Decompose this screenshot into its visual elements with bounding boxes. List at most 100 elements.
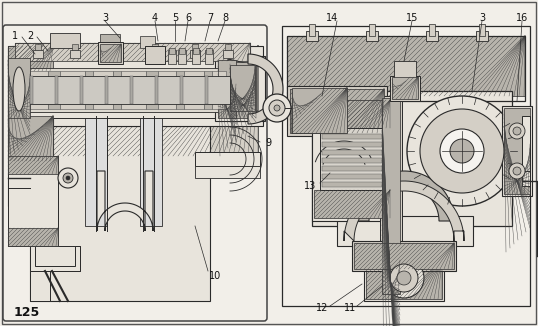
- Ellipse shape: [263, 94, 291, 122]
- Bar: [48, 71, 60, 109]
- Bar: [93, 71, 113, 109]
- Bar: [72, 44, 78, 50]
- Bar: [178, 50, 186, 64]
- Bar: [100, 44, 121, 62]
- Text: 13: 13: [304, 181, 316, 191]
- Bar: [504, 108, 530, 194]
- Bar: [215, 56, 265, 121]
- Text: 8: 8: [222, 13, 228, 23]
- Ellipse shape: [509, 123, 525, 139]
- Bar: [113, 71, 121, 109]
- Bar: [30, 76, 33, 104]
- Text: 12: 12: [316, 303, 328, 313]
- Text: 3: 3: [479, 13, 485, 23]
- Text: 2: 2: [27, 31, 33, 41]
- Polygon shape: [30, 246, 80, 271]
- Bar: [390, 76, 420, 101]
- Ellipse shape: [63, 173, 73, 183]
- Bar: [100, 34, 120, 46]
- Bar: [168, 50, 176, 64]
- Bar: [190, 50, 200, 58]
- Bar: [155, 76, 158, 104]
- Bar: [292, 88, 347, 133]
- Bar: [225, 44, 231, 50]
- Ellipse shape: [58, 168, 78, 188]
- Bar: [322, 142, 382, 147]
- Bar: [146, 71, 158, 109]
- Bar: [98, 42, 123, 64]
- Bar: [429, 24, 435, 36]
- Bar: [287, 36, 525, 96]
- Bar: [320, 128, 384, 190]
- Bar: [30, 246, 50, 301]
- Bar: [28, 68, 228, 112]
- Bar: [8, 156, 58, 246]
- Bar: [314, 100, 390, 128]
- Bar: [287, 36, 525, 101]
- Bar: [522, 116, 530, 186]
- Bar: [105, 76, 108, 104]
- Bar: [322, 158, 382, 163]
- Text: 1: 1: [12, 31, 18, 41]
- Text: 14: 14: [326, 13, 338, 23]
- Bar: [8, 46, 263, 126]
- Bar: [322, 174, 382, 179]
- Text: 3: 3: [102, 13, 108, 23]
- Bar: [35, 44, 41, 50]
- Bar: [152, 44, 158, 50]
- Bar: [8, 156, 58, 174]
- Bar: [205, 76, 208, 104]
- Ellipse shape: [513, 127, 521, 135]
- Bar: [195, 166, 260, 178]
- Polygon shape: [97, 171, 153, 231]
- Bar: [392, 77, 418, 99]
- Ellipse shape: [274, 105, 280, 111]
- Ellipse shape: [269, 100, 285, 116]
- Bar: [8, 46, 53, 71]
- Bar: [15, 43, 250, 61]
- Ellipse shape: [13, 67, 25, 111]
- Bar: [218, 60, 236, 118]
- Bar: [85, 116, 107, 226]
- Bar: [20, 60, 240, 118]
- Bar: [309, 24, 315, 36]
- Bar: [322, 150, 382, 155]
- Bar: [112, 44, 118, 50]
- Bar: [366, 259, 442, 299]
- Text: 15: 15: [406, 13, 418, 23]
- Text: 6: 6: [185, 13, 191, 23]
- Bar: [145, 46, 165, 64]
- Bar: [192, 44, 198, 50]
- Bar: [60, 71, 85, 109]
- Bar: [8, 46, 258, 156]
- Bar: [30, 126, 210, 301]
- Bar: [15, 43, 250, 61]
- Bar: [70, 50, 80, 58]
- Bar: [306, 31, 318, 41]
- Bar: [205, 50, 213, 64]
- Ellipse shape: [509, 163, 525, 179]
- Text: 9: 9: [265, 138, 271, 148]
- Bar: [287, 86, 387, 136]
- Bar: [426, 31, 438, 41]
- Ellipse shape: [420, 109, 504, 193]
- Bar: [193, 48, 199, 54]
- Bar: [176, 71, 184, 109]
- Bar: [33, 50, 43, 58]
- Bar: [30, 71, 48, 109]
- Bar: [8, 116, 53, 161]
- Bar: [230, 62, 256, 118]
- Text: 4: 4: [152, 13, 158, 23]
- Polygon shape: [354, 171, 454, 221]
- Bar: [282, 26, 530, 306]
- Bar: [312, 91, 512, 226]
- Bar: [290, 89, 384, 133]
- Bar: [479, 24, 485, 36]
- FancyBboxPatch shape: [3, 25, 267, 321]
- Bar: [206, 48, 212, 54]
- Bar: [8, 58, 30, 118]
- Text: 16: 16: [516, 13, 528, 23]
- Bar: [380, 96, 402, 296]
- Polygon shape: [228, 59, 258, 118]
- Bar: [322, 166, 382, 171]
